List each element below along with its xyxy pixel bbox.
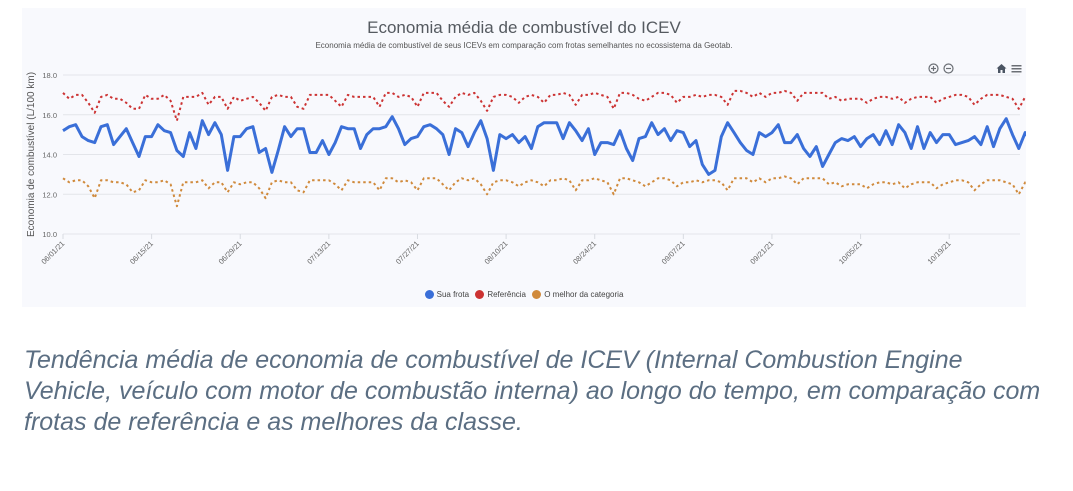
zoom-controls xyxy=(928,61,955,79)
line-chart: 10.0 12.0 14.0 16.0 18.0 06/01/21 06/15/21 06/2… xyxy=(26,71,1026,266)
chart-legend: Sua frota Referência O melhor da categor… xyxy=(22,290,1026,301)
zoom-in-icon[interactable] xyxy=(928,61,939,74)
chart-subtitle: Economia média de combustível de seus IC… xyxy=(315,41,733,50)
series-line xyxy=(62,175,1026,208)
x-tick-label: 10/19/21 xyxy=(926,239,953,266)
x-tick-label: 07/27/21 xyxy=(394,239,421,266)
y-tick-label: 14.0 xyxy=(42,151,57,160)
chart-panel: Economia média de combustível do ICEV Ec… xyxy=(22,8,1026,307)
x-tick-label: 10/05/21 xyxy=(837,239,864,266)
figure-caption: Tendência média de economia de combustív… xyxy=(24,346,1041,436)
legend-label: O melhor da categoria xyxy=(544,290,624,299)
x-tick-label: 09/07/21 xyxy=(660,239,687,266)
x-tick-label: 06/15/21 xyxy=(128,239,155,266)
x-tick-label: 06/01/21 xyxy=(39,239,66,266)
x-tick-label: 08/24/21 xyxy=(571,239,598,266)
menu-icon[interactable] xyxy=(1011,61,1022,73)
series-line xyxy=(62,89,1026,122)
chart-title: Economia média de combustível do ICEV xyxy=(367,18,681,37)
legend-item-referencia[interactable]: Referência xyxy=(475,290,526,299)
x-tick-label: 08/10/21 xyxy=(483,239,510,266)
legend-marker xyxy=(532,290,542,299)
home-icon[interactable] xyxy=(996,61,1007,73)
y-axis-title: Economia de combustível (L/100 km) xyxy=(26,72,37,237)
legend-label: Sua frota xyxy=(436,290,470,299)
zoom-out-icon[interactable] xyxy=(943,61,955,74)
x-tick-label: 09/21/21 xyxy=(748,239,775,266)
legend-marker xyxy=(424,290,434,299)
x-tick-label: 07/13/21 xyxy=(305,239,332,266)
y-tick-label: 18.0 xyxy=(42,71,57,80)
legend-marker xyxy=(475,290,485,299)
series-line xyxy=(62,115,1026,176)
legend-item-melhor-categoria[interactable]: O melhor da categoria xyxy=(532,290,623,299)
legend-item-sua-frota[interactable]: Sua frota xyxy=(424,290,470,299)
chart-toolbar xyxy=(996,61,1022,79)
x-tick-label: 06/29/21 xyxy=(217,239,244,266)
y-tick-label: 16.0 xyxy=(42,111,57,120)
y-tick-label: 12.0 xyxy=(42,190,57,199)
legend-label: Referência xyxy=(487,290,526,299)
y-tick-label: 10.0 xyxy=(42,230,57,239)
